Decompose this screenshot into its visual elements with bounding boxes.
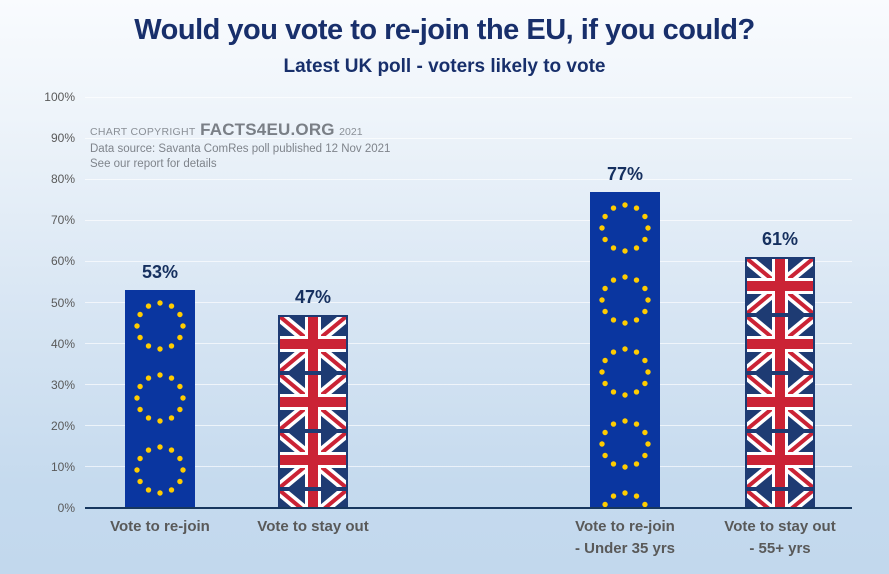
copyright-brand: FACTS4EU.ORG [200,120,335,139]
category-label-line: Vote to stay out [257,518,369,535]
gridline [85,384,852,386]
category-label-line: Vote to stay out [724,518,836,535]
y-tick-label: 50% [50,295,75,310]
y-tick-label: 20% [50,418,75,433]
gridline [85,260,852,262]
category-label: Vote to stay out - 55+ yrs [695,516,865,560]
category-label: Vote to re-join [75,516,245,538]
bar-value-label: 53% [141,262,179,282]
y-tick-label: 70% [50,213,75,228]
chart-subtitle: Latest UK poll - voters likely to vote [283,56,606,77]
y-tick-label: 10% [50,459,75,474]
gridline [85,137,852,139]
bar-eu-flag [590,192,660,508]
bar-value-label: 47% [294,287,332,307]
copyright-block: CHART COPYRIGHT FACTS4EU.ORG 2021 Data s… [90,120,390,170]
data-source-note: Data source: Savanta ComRes poll publish… [90,143,391,155]
gridline [85,178,852,180]
plot-area: 0% 10% 20% 30% 40% 50% 60% 70% 80% 90% 100% 53% Vot… [44,90,852,557]
y-tick-label: 30% [50,377,75,392]
bar-eu-flag [125,290,195,508]
copyright-year: 2021 [339,126,363,138]
copyright-line: CHART COPYRIGHT FACTS4EU.ORG 2021 [90,120,390,140]
y-tick-label: 60% [50,254,75,269]
y-tick-label: 90% [50,131,75,146]
y-tick-label: 100% [44,90,75,104]
y-tick-label: 80% [50,172,75,187]
y-tick-label: 0% [57,501,75,515]
report-note: See our report for details [90,158,217,170]
gridline [85,219,852,221]
x-axis-line [85,507,852,509]
bar-value-label: 77% [606,164,644,184]
copyright-prefix: CHART COPYRIGHT [90,126,196,138]
gridline [85,425,852,427]
gridline [85,96,852,98]
category-label: Vote to re-join - Under 35 yrs [540,516,710,560]
category-label-line: Vote to re-join [110,518,210,535]
gridline [85,302,852,303]
chart-title: Would you vote to re-join the EU, if you… [134,14,755,46]
bar-uk-flag [278,315,348,508]
category-label-line: - Under 35 yrs [574,539,676,557]
category-label: Vote to stay out [228,516,398,538]
category-label-line: Vote to re-join [575,518,675,535]
bar-value-label: 61% [761,229,799,249]
gridline [85,343,852,345]
gridline [85,466,852,468]
bar-uk-flag [745,257,815,508]
y-tick-label: 40% [50,336,75,351]
category-label-line: - 55+ yrs [749,539,811,557]
